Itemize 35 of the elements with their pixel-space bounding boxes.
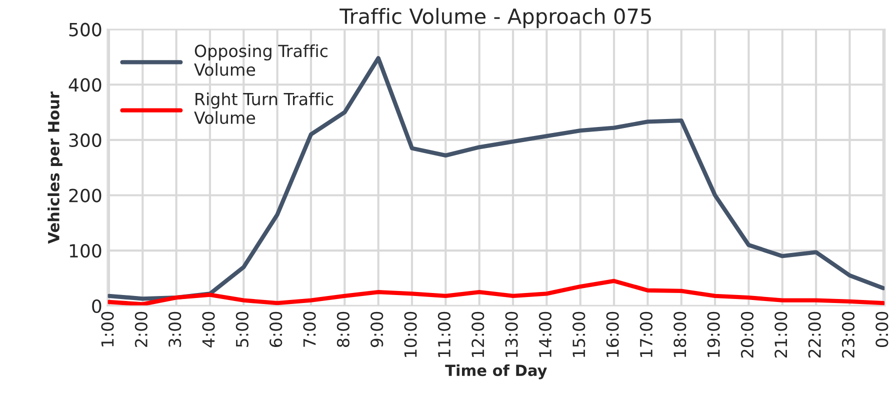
y-tick-label: 500 xyxy=(69,22,102,36)
x-tick-label: 21:00 xyxy=(774,312,788,358)
x-tick-label: 4:00 xyxy=(202,312,215,348)
x-tick-label: 11:00 xyxy=(438,312,450,357)
x-tick-label: 23:00 xyxy=(842,312,855,358)
x-tick-label: 1:00 xyxy=(101,312,114,346)
x-tick-label: 14:00 xyxy=(538,312,552,357)
x-tick-label: 6:00 xyxy=(270,312,282,347)
y-tick-label: 100 xyxy=(70,244,102,258)
y-tick-label: 200 xyxy=(69,188,102,202)
legend-label: Opposing Traffic Volume xyxy=(194,44,328,76)
x-tick-label: 0:00 xyxy=(876,312,888,348)
y-tick-label: 300 xyxy=(69,133,102,148)
x-tick-label: 18:00 xyxy=(674,312,686,357)
x-tick-label: 3:00 xyxy=(168,312,182,347)
x-tick-label: 15:00 xyxy=(572,312,586,357)
x-tick-label: 8:00 xyxy=(336,312,350,348)
x-tick-label: 17:00 xyxy=(640,312,653,357)
x-tick-label: 9:00 xyxy=(370,312,384,348)
x-tick-label: 2:00 xyxy=(134,312,148,347)
x-tick-label: 20:00 xyxy=(740,312,754,358)
x-tick-label: 5:00 xyxy=(236,312,248,347)
chart-title: Traffic Volume - Approach 075 xyxy=(340,8,651,28)
x-tick-label: 19:00 xyxy=(707,312,720,357)
x-tick-label: 16:00 xyxy=(606,312,619,357)
x-tick-label: 7:00 xyxy=(303,312,316,347)
legend-label: Right Turn Traffic Volume xyxy=(194,92,334,124)
y-tick-label: 400 xyxy=(68,78,102,92)
x-tick-label: 22:00 xyxy=(808,312,821,358)
x-tick-label: 13:00 xyxy=(505,312,518,357)
y-axis-title: Vehicles per Hour xyxy=(48,91,62,244)
y-tick-label: 0 xyxy=(92,299,102,313)
x-axis-title: Time of Day xyxy=(445,364,547,380)
x-tick-label: 12:00 xyxy=(472,312,484,357)
x-tick-label: 10:00 xyxy=(404,312,417,357)
